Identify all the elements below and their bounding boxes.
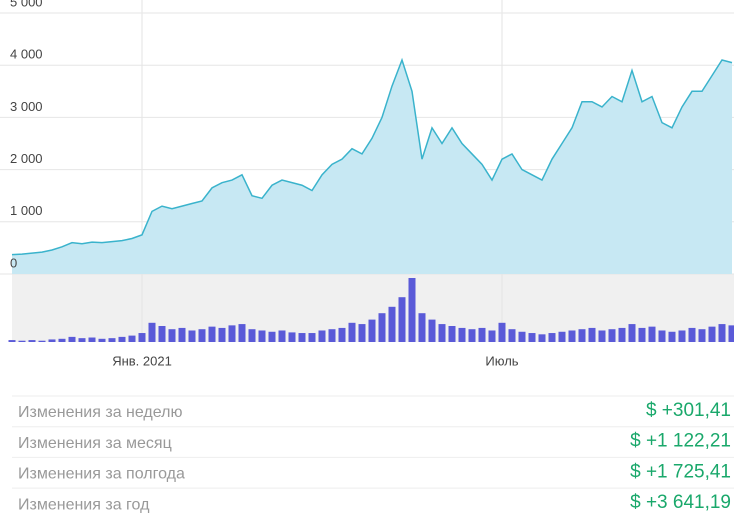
price-line: [11, 57, 733, 256]
volume-bar: [158, 326, 166, 342]
volume-bar: [698, 329, 706, 342]
volume-bar: [118, 336, 126, 342]
volume-bar: [488, 330, 496, 342]
volume-bar: [168, 329, 176, 342]
volume-bar: [318, 330, 326, 342]
volume-bar: [348, 322, 356, 342]
volume-bar: [288, 332, 296, 342]
volume-bar: [58, 338, 66, 342]
volume-bar: [138, 333, 146, 342]
volume-bar: [548, 333, 556, 342]
x-tick-label: Июль: [485, 353, 518, 368]
y-tick-label: 0: [10, 255, 17, 270]
volume-bar: [248, 329, 256, 342]
volume-bar: [588, 327, 596, 342]
row-value: $ +301,41: [646, 400, 731, 421]
volume-bar: [88, 337, 96, 342]
volume-bar: [418, 313, 426, 342]
volume-bar: [658, 330, 666, 342]
volume-bar: [508, 329, 516, 342]
volume-bar: [688, 327, 696, 342]
volume-bar: [368, 319, 376, 342]
volume-bar: [258, 330, 266, 342]
volume-bar: [448, 326, 456, 342]
volume-bar: [78, 338, 86, 342]
volume-bar: [718, 324, 726, 342]
volume-bar: [388, 306, 396, 342]
volume-bar: [338, 327, 346, 342]
volume-bar: [618, 327, 626, 342]
volume-bar: [608, 329, 616, 342]
row-label: Изменения за полгода: [18, 466, 185, 483]
volume-bar: [238, 324, 246, 342]
volume-bar: [278, 330, 286, 342]
volume-bar: [398, 297, 406, 342]
volume-bar: [498, 322, 506, 342]
volume-bar: [458, 327, 466, 342]
volume-bar: [408, 278, 416, 342]
volume-bar: [528, 333, 536, 342]
volume-bar: [148, 322, 156, 342]
row-value: $ +1 122,21: [630, 431, 731, 452]
volume-bar: [18, 340, 26, 342]
row-value: $ +1 725,41: [630, 461, 731, 482]
volume-bar: [48, 339, 56, 342]
volume-bar: [98, 338, 106, 342]
volume-bar: [208, 326, 216, 342]
y-tick-label: 4 000: [10, 47, 43, 62]
volume-bar: [188, 330, 196, 342]
volume-bar: [28, 340, 36, 342]
volume-bar: [218, 327, 226, 342]
volume-bar: [648, 326, 656, 342]
volume-bar: [708, 326, 716, 342]
volume-bar: [268, 331, 276, 342]
y-tick-label: 5 000: [10, 0, 43, 9]
volume-bar: [468, 329, 476, 342]
volume-bar: [298, 333, 306, 342]
row-label: Изменения за месяц: [18, 435, 172, 452]
volume-bar: [178, 327, 186, 342]
volume-bar: [568, 330, 576, 342]
y-tick-label: 3 000: [10, 99, 43, 114]
y-tick-label: 1 000: [10, 203, 43, 218]
volume-bar: [358, 324, 366, 342]
volume-bar: [228, 325, 236, 342]
volume-bar: [68, 336, 76, 342]
volume-bar: [668, 331, 676, 342]
row-label: Изменения за неделю: [18, 404, 182, 421]
volume-bar: [38, 340, 46, 342]
volume-bar: [8, 340, 16, 342]
area-fill: [12, 59, 732, 275]
y-tick-label: 2 000: [10, 151, 43, 166]
volume-bar: [628, 324, 636, 342]
volume-bar: [578, 329, 586, 342]
volume-bar: [438, 324, 446, 342]
row-value: $ +3 641,19: [630, 492, 731, 513]
volume-bar: [108, 338, 116, 342]
volume-bar: [198, 329, 206, 342]
volume-bar: [478, 327, 486, 342]
volume-bar: [728, 325, 734, 342]
volume-bar: [378, 313, 386, 342]
row-label: Изменения за год: [18, 496, 150, 513]
volume-bar: [538, 334, 546, 342]
volume-bar: [308, 333, 316, 342]
volume-bar: [558, 331, 566, 342]
volume-bar: [678, 330, 686, 342]
volume-bar: [328, 329, 336, 342]
volume-bar: [638, 327, 646, 342]
volume-bar: [598, 330, 606, 342]
volume-bar: [428, 319, 436, 342]
volume-bar: [518, 331, 526, 342]
volume-bar: [128, 335, 136, 342]
x-tick-label: Янв. 2021: [112, 353, 172, 368]
